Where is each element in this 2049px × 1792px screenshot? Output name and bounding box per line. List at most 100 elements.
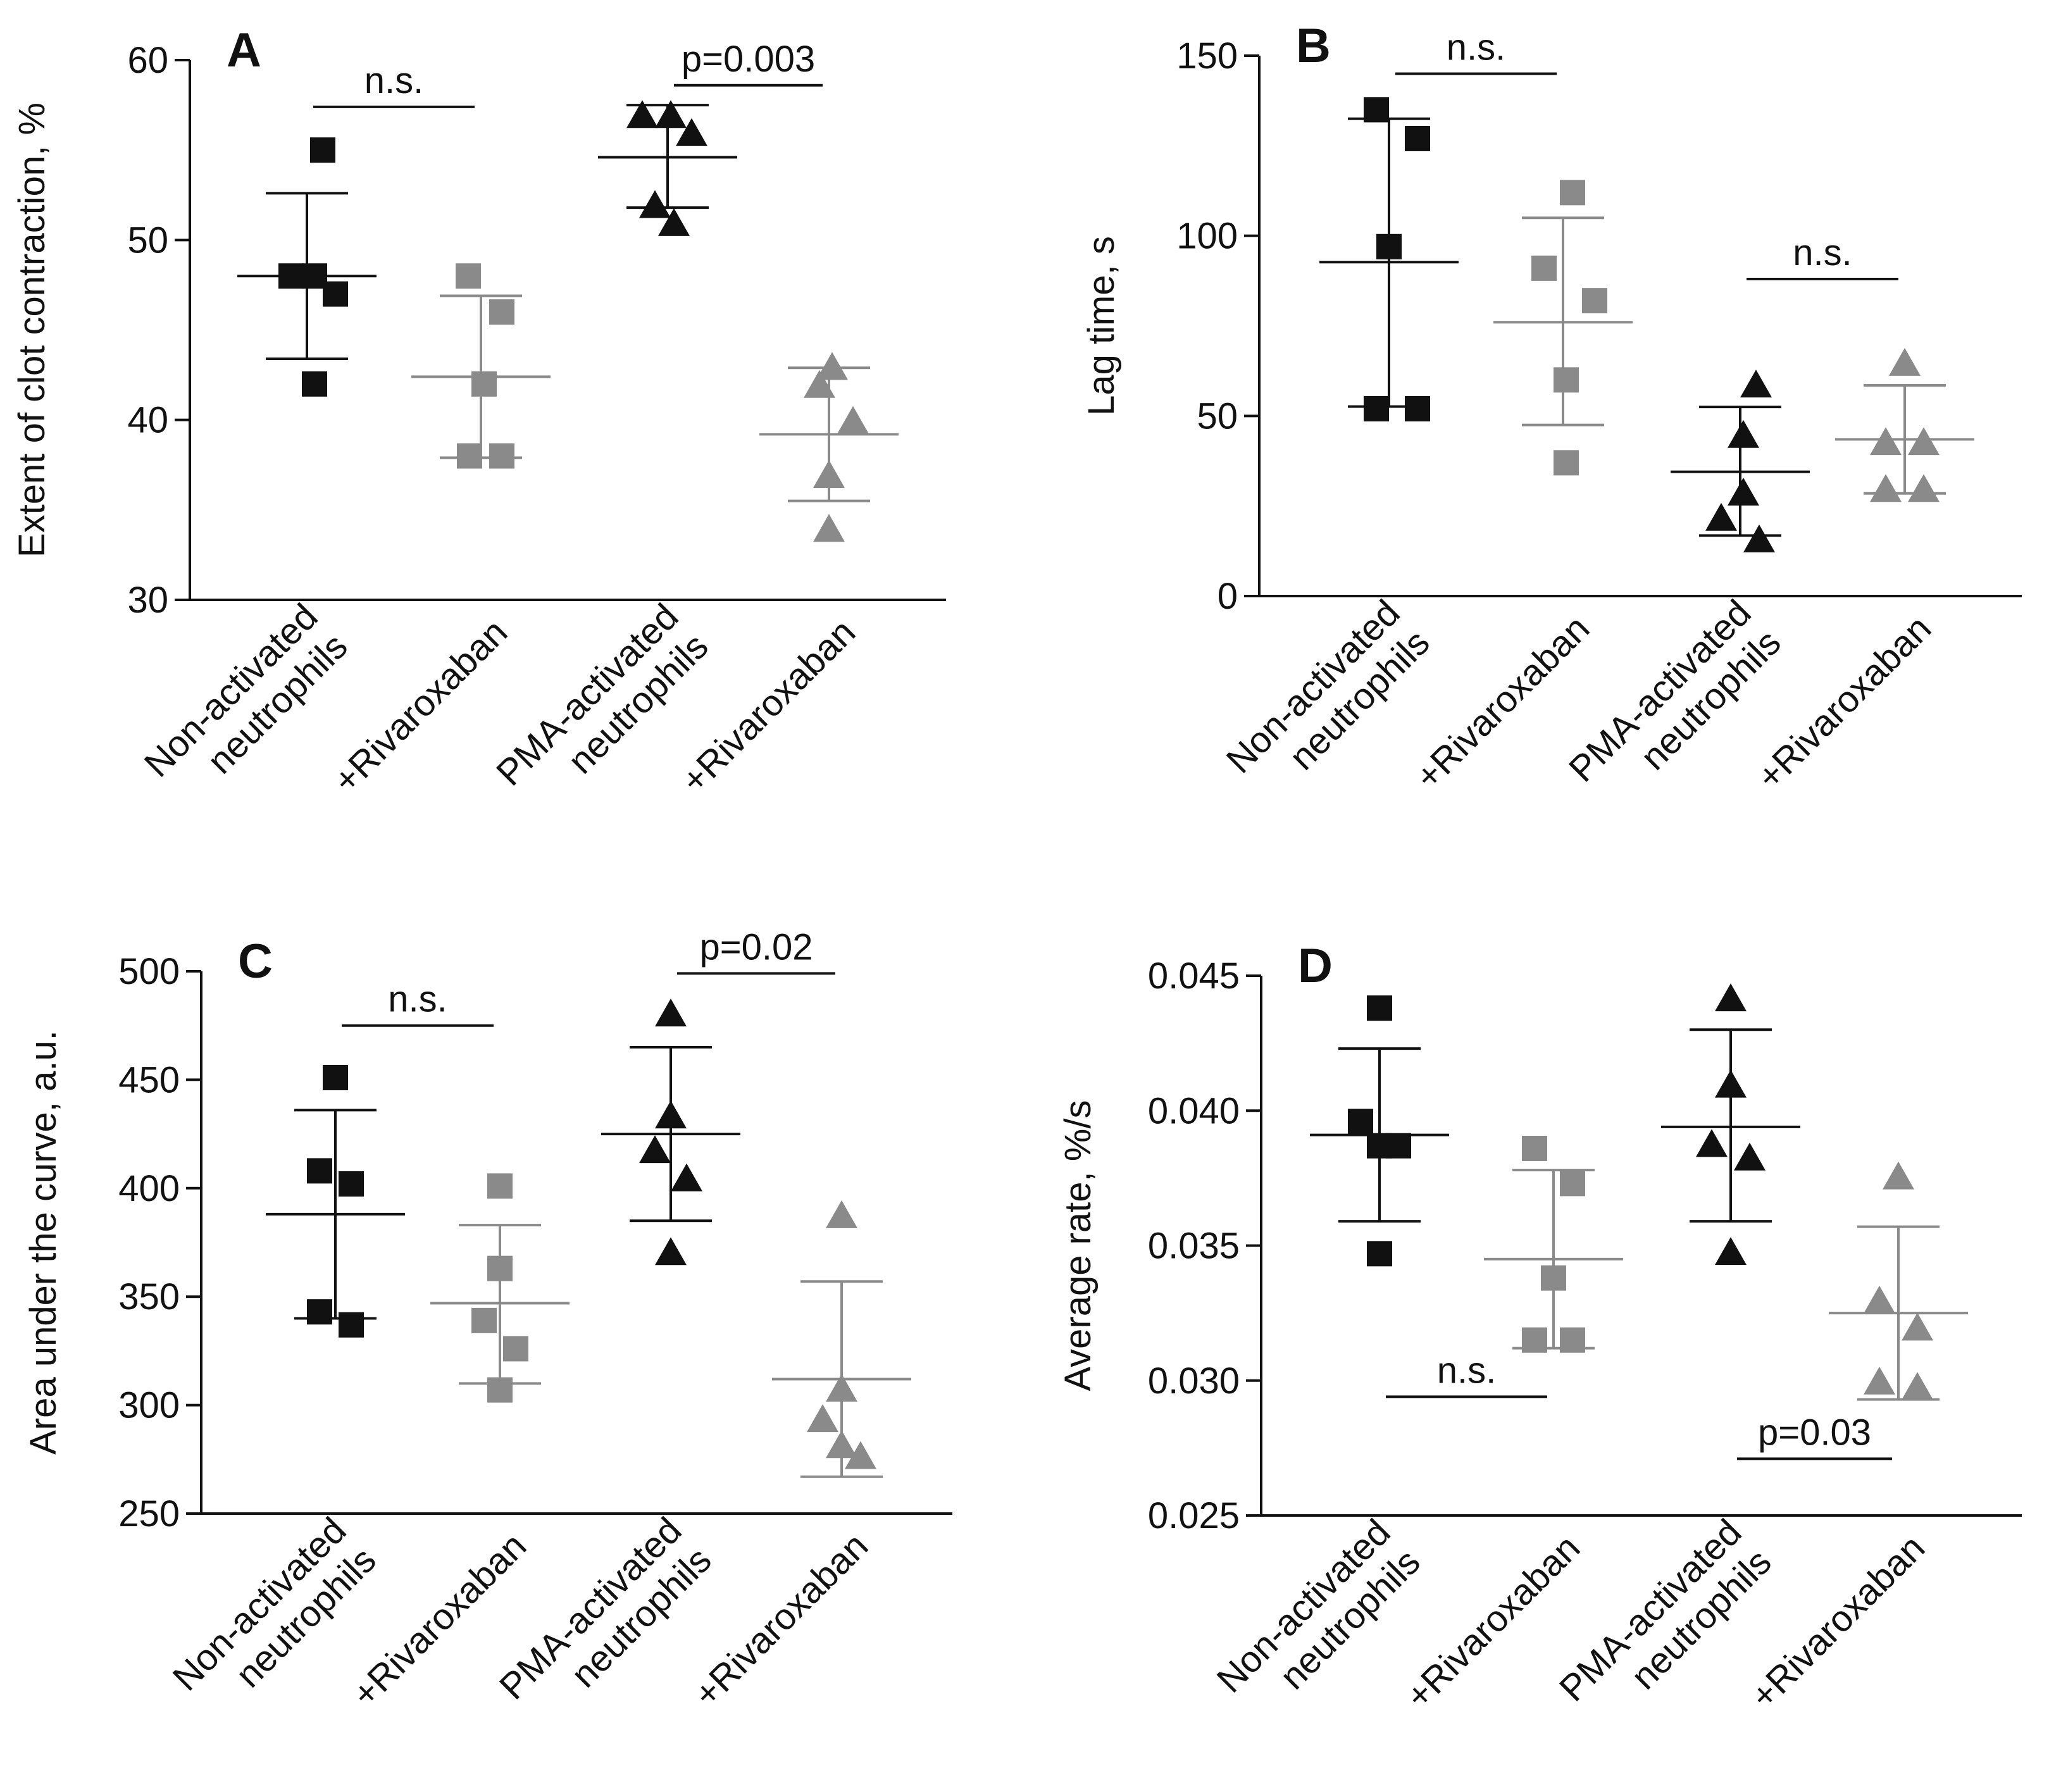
panel-label: D	[1298, 939, 1333, 993]
comparison-label: p=0.02	[699, 926, 813, 968]
x-tick-label: +Rivaroxaban	[325, 611, 515, 801]
data-point-triangle	[816, 352, 848, 380]
comparison-label: n.s.	[1437, 1350, 1497, 1391]
series-group	[601, 999, 740, 1266]
data-point-square	[487, 1255, 513, 1281]
panel-d: 0.025 0.030 0.035 0.040 0.045 Average rate, %…	[1057, 939, 2022, 1739]
comparison-label: n.s.	[364, 60, 424, 101]
comparison-label: n.s.	[1447, 27, 1506, 68]
data-point-triangle	[676, 118, 707, 146]
data-point-triangle	[826, 1430, 857, 1459]
data-point-square	[1367, 1241, 1392, 1267]
panel-a: 30 40 50 60 Extent of clot contraction, % A No…	[11, 23, 946, 815]
y-axis-title: Average rate, %/s	[1057, 1100, 1099, 1391]
x-tick-label: PMA-activatedneutrophils	[492, 1510, 719, 1738]
x-tick-label: +Rivaroxaban	[686, 1525, 876, 1715]
data-point-triangle	[1743, 524, 1775, 552]
data-point-triangle	[1870, 427, 1902, 456]
data-point-triangle	[1696, 1129, 1728, 1157]
data-point-square	[1405, 395, 1430, 421]
series-group	[1493, 180, 1633, 476]
x-tick-label: Non-activatedneutrophils	[1209, 1512, 1428, 1731]
data-point-triangle	[813, 459, 845, 488]
panel-c: 250 300 350 400 450 500 Area under the curve, …	[23, 926, 952, 1738]
data-point-square	[1376, 233, 1402, 259]
y-tick-label: 30	[127, 580, 168, 621]
comparison-label: n.s.	[388, 979, 447, 1020]
data-point-square	[1348, 1109, 1373, 1135]
data-point-triangle	[658, 208, 690, 236]
y-tick-label: 400	[118, 1168, 180, 1209]
x-tick-label: Non-activatedneutrophils	[137, 596, 356, 815]
data-point-square	[1560, 180, 1585, 206]
data-point-triangle	[1728, 420, 1759, 448]
data-point-triangle	[671, 1163, 702, 1192]
y-tick-label: 0.030	[1148, 1360, 1240, 1402]
data-point-square	[1531, 255, 1557, 281]
data-point-triangle	[1883, 1161, 1914, 1190]
data-point-square	[1522, 1135, 1547, 1161]
y-tick-label: 50	[127, 220, 168, 261]
data-point-triangle	[1734, 1142, 1766, 1171]
data-point-square	[1554, 450, 1579, 476]
y-tick-label: 0.045	[1148, 955, 1240, 997]
data-point-square	[302, 371, 327, 397]
data-point-square	[278, 263, 304, 289]
x-tick-label: PMA-activatedneutrophils	[1561, 592, 1789, 820]
data-point-triangle	[1715, 983, 1747, 1012]
data-point-square	[1367, 995, 1392, 1021]
data-point-triangle	[1908, 474, 1940, 502]
data-point-square	[339, 1171, 364, 1197]
y-tick-label: 0.025	[1148, 1495, 1240, 1536]
data-point-square	[323, 1064, 348, 1090]
comparison-label: p=0.03	[1758, 1412, 1871, 1453]
data-point-triangle	[1864, 1366, 1895, 1395]
panel-label: C	[238, 935, 273, 988]
data-point-square	[1386, 1133, 1411, 1159]
y-tick-label: 0.040	[1148, 1090, 1240, 1131]
panel-label: A	[227, 23, 261, 77]
data-point-triangle	[837, 406, 869, 434]
data-point-square	[503, 1336, 528, 1362]
data-point-square	[1364, 395, 1389, 421]
data-point-triangle	[655, 1100, 687, 1129]
data-point-triangle	[639, 1135, 671, 1164]
data-point-triangle	[804, 370, 835, 398]
data-point-square	[487, 1377, 513, 1403]
series-group	[237, 137, 377, 397]
series-group	[1319, 97, 1459, 421]
data-point-square	[1560, 1327, 1585, 1353]
x-tick-label: PMA-activatedneutrophils	[1552, 1512, 1779, 1739]
data-point-square	[1405, 125, 1430, 151]
series-group	[772, 1200, 911, 1478]
series-group	[1829, 1161, 1968, 1401]
y-tick-label: 40	[127, 400, 168, 441]
data-point-triangle	[1705, 502, 1737, 531]
x-tick-label: Non-activatedneutrophils	[165, 1510, 384, 1729]
data-point-triangle	[1902, 1372, 1933, 1400]
data-point-square	[456, 263, 481, 289]
y-tick-label: 60	[127, 40, 168, 81]
x-tick-label-line: +Rivaroxaban	[686, 1525, 876, 1715]
data-point-triangle	[1715, 1069, 1747, 1098]
data-point-triangle	[826, 1374, 857, 1402]
x-tick-label-line: +Rivaroxaban	[673, 611, 863, 801]
x-tick-label-line: +Rivaroxaban	[1743, 1527, 1933, 1717]
x-tick-label: +Rivaroxaban	[1743, 1527, 1933, 1717]
data-point-square	[1541, 1265, 1566, 1291]
x-tick-label: +Rivaroxaban	[1749, 607, 1939, 797]
y-axis-title: Extent of clot contraction, %	[11, 103, 53, 557]
data-point-triangle	[655, 1237, 687, 1266]
y-tick-label: 50	[1197, 395, 1238, 437]
panel-label: B	[1296, 19, 1331, 73]
data-point-square	[471, 371, 497, 397]
series-group	[430, 1173, 570, 1403]
data-point-triangle	[655, 999, 687, 1027]
data-point-triangle	[639, 190, 671, 218]
data-point-triangle	[845, 1441, 876, 1469]
data-point-triangle	[807, 1404, 838, 1433]
data-point-triangle	[1908, 427, 1940, 456]
series-group	[1310, 995, 1449, 1267]
series-group	[598, 100, 737, 236]
